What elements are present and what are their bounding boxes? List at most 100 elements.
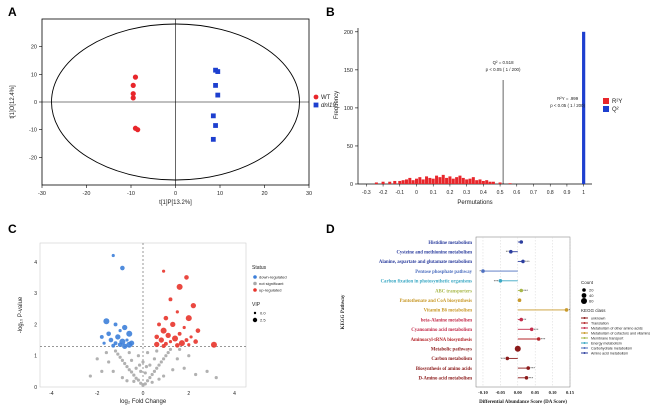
panel-c-point-not-significant bbox=[100, 369, 104, 373]
panel-d-legend-class-marker bbox=[583, 347, 586, 349]
panel-c-point-not-significant bbox=[205, 369, 209, 373]
panel-c-point-not-significant bbox=[148, 363, 152, 367]
panel-c-point-not-significant bbox=[123, 361, 127, 366]
panel-c-point-not-significant bbox=[145, 350, 150, 355]
panel-a-point-dnl19 bbox=[213, 123, 218, 128]
panel-b-xtick-label: 0.2 bbox=[446, 190, 453, 196]
panel-d-legend-class-label: Metabolism of cofactors and vitamins bbox=[591, 331, 650, 335]
panel-a-point-dnl19 bbox=[210, 113, 216, 119]
panel-d-ylabel: KEGG Pathway bbox=[341, 294, 346, 329]
panel-b-ylabel: Frequency bbox=[334, 91, 340, 119]
panel-c-legend-vip-title: VIP bbox=[252, 302, 261, 308]
panel-c-point-not-significant bbox=[141, 360, 145, 364]
panel-d-dot bbox=[505, 356, 510, 361]
panel-b-annotation-line2: p < 0.05 ( 1 / 200) bbox=[550, 103, 585, 108]
panel-d-category-label: Aminoacyl-tRNA biosynthesis bbox=[411, 338, 473, 343]
panel-c-point-down-regulated bbox=[102, 341, 106, 345]
panel-c-ylabel: -log₁₀ P-value bbox=[18, 296, 24, 333]
panel-b: 0 50 100 150 200 -0.3 -0.2 -0.1 0 0.1 0.2 0.3 0.4 0.… bbox=[334, 28, 622, 206]
panel-c-point-not-significant bbox=[175, 357, 179, 361]
panel-d-legend-class-label: Carbohydrate metabolism bbox=[591, 346, 632, 350]
panel-c-point-not-significant bbox=[134, 366, 138, 370]
panel-c-legend-status-title: Status bbox=[252, 265, 267, 271]
panel-d-category-label: D-Amino acid metabolism bbox=[418, 377, 472, 382]
panel-c-point-down-regulated bbox=[118, 329, 122, 333]
panel-c-point-up-regulated bbox=[182, 325, 186, 330]
panel-d-dot bbox=[519, 317, 524, 322]
panel-d-legend-class-marker bbox=[583, 322, 586, 324]
panel-d-category-label: Carbon metabolism bbox=[431, 357, 472, 362]
panel-c-point-up-regulated bbox=[195, 328, 201, 333]
panel-c-legend-vip-label: 2.5 bbox=[260, 318, 266, 323]
panel-c-point-not-significant bbox=[116, 352, 120, 356]
panel-c-point-not-significant bbox=[182, 366, 186, 370]
panel-c-point-down-regulated bbox=[115, 334, 121, 340]
panel-d-legend-count-label: 20 bbox=[589, 288, 594, 293]
panel-d-legend-class-marker bbox=[583, 352, 586, 354]
panel-c-point-down-regulated bbox=[126, 341, 133, 348]
panel-b-bar-r2y bbox=[458, 175, 462, 184]
panel-b-xtick-label: 0.4 bbox=[480, 190, 487, 196]
panel-c-point-not-significant bbox=[187, 354, 191, 358]
panel-d-legend-count-marker bbox=[582, 288, 586, 292]
panel-d-category-label: Alanine, aspartate and glutamate metabol… bbox=[379, 260, 472, 265]
panel-b-bar-r2y bbox=[455, 177, 459, 184]
panel-b-ytick-label: 200 bbox=[344, 30, 353, 36]
panel-c-point-up-regulated bbox=[178, 340, 185, 347]
panel-c-point-not-significant bbox=[144, 365, 149, 369]
panel-letter-a: A bbox=[8, 5, 17, 19]
panel-c-point-up-regulated bbox=[168, 297, 173, 302]
panel-d-dot bbox=[498, 279, 503, 283]
panel-c-legend-status-label: down-regulated bbox=[259, 275, 287, 280]
panel-a-xtick-label: 10 bbox=[217, 191, 223, 197]
panel-d-dot bbox=[481, 269, 485, 273]
panel-b-bar-r2y bbox=[404, 179, 408, 184]
panel-d-legend-class-marker bbox=[583, 327, 586, 329]
panel-c-point-up-regulated bbox=[162, 269, 166, 273]
panel-c-point-down-regulated bbox=[117, 342, 123, 348]
panel-c-point-not-significant bbox=[132, 379, 136, 383]
panel-d-plot-frame bbox=[475, 236, 571, 388]
panel-b-bar-r2y bbox=[481, 180, 485, 184]
panel-b-bar-r2y bbox=[461, 177, 465, 184]
panel-c-point-down-regulated bbox=[111, 253, 115, 258]
panel-d-dot bbox=[524, 376, 529, 380]
panel-c-point-not-significant bbox=[118, 355, 122, 359]
panel-a-legend-marker bbox=[313, 102, 319, 108]
panel-c-point-up-regulated bbox=[168, 340, 173, 344]
panel-b-bar-r2y bbox=[465, 179, 469, 184]
panel-c-point-not-significant bbox=[143, 382, 147, 386]
panel-d-xtick-label: -0.10 bbox=[478, 390, 488, 395]
panel-a-point-dnl19 bbox=[213, 83, 218, 88]
panel-d-category-label: Cysteine and methionine metabolism bbox=[396, 251, 472, 256]
panel-a-point-wt bbox=[135, 127, 141, 133]
panel-d-legend-class-label: Membrane transport bbox=[591, 336, 623, 340]
panel-c-legend-status-label: not significant bbox=[259, 281, 284, 286]
panel-c-point-not-significant bbox=[129, 358, 134, 362]
panel-d-category-label: beta-Alanine metabolism bbox=[421, 318, 472, 323]
panel-b-bar-r2y bbox=[451, 178, 455, 184]
panel-b-bar-r2y bbox=[435, 175, 439, 184]
panel-d-dot bbox=[514, 345, 521, 352]
panel-c-point-not-significant bbox=[95, 357, 99, 361]
panel-c-point-not-significant bbox=[125, 365, 129, 369]
panel-c-point-not-significant bbox=[194, 372, 198, 377]
panel-c-xtick-label: -2 bbox=[95, 391, 100, 397]
panel-c-point-up-regulated bbox=[172, 335, 179, 342]
panel-c-point-down-regulated bbox=[113, 322, 118, 327]
panel-c-xtick-label: 2 bbox=[187, 391, 190, 397]
panel-b-annotation-line1: R²Y = .999 bbox=[557, 96, 579, 101]
panel-c-point-not-significant bbox=[178, 347, 182, 352]
panel-c-point-not-significant bbox=[127, 368, 131, 372]
panel-c-point-up-regulated bbox=[157, 322, 161, 327]
panel-c-point-up-regulated bbox=[163, 315, 169, 321]
panel-b-xtick-label: 0.6 bbox=[513, 190, 520, 196]
panel-c-point-up-regulated bbox=[158, 337, 164, 343]
panel-c-point-not-significant bbox=[120, 358, 124, 362]
panel-d-legend-class-label: Amino acid metabolism bbox=[591, 351, 628, 355]
panel-c-point-up-regulated bbox=[160, 327, 167, 334]
panel-d-dot bbox=[521, 259, 525, 264]
panel-c-point-up-regulated bbox=[210, 341, 217, 348]
panel-b-bar-r2y bbox=[374, 182, 378, 184]
